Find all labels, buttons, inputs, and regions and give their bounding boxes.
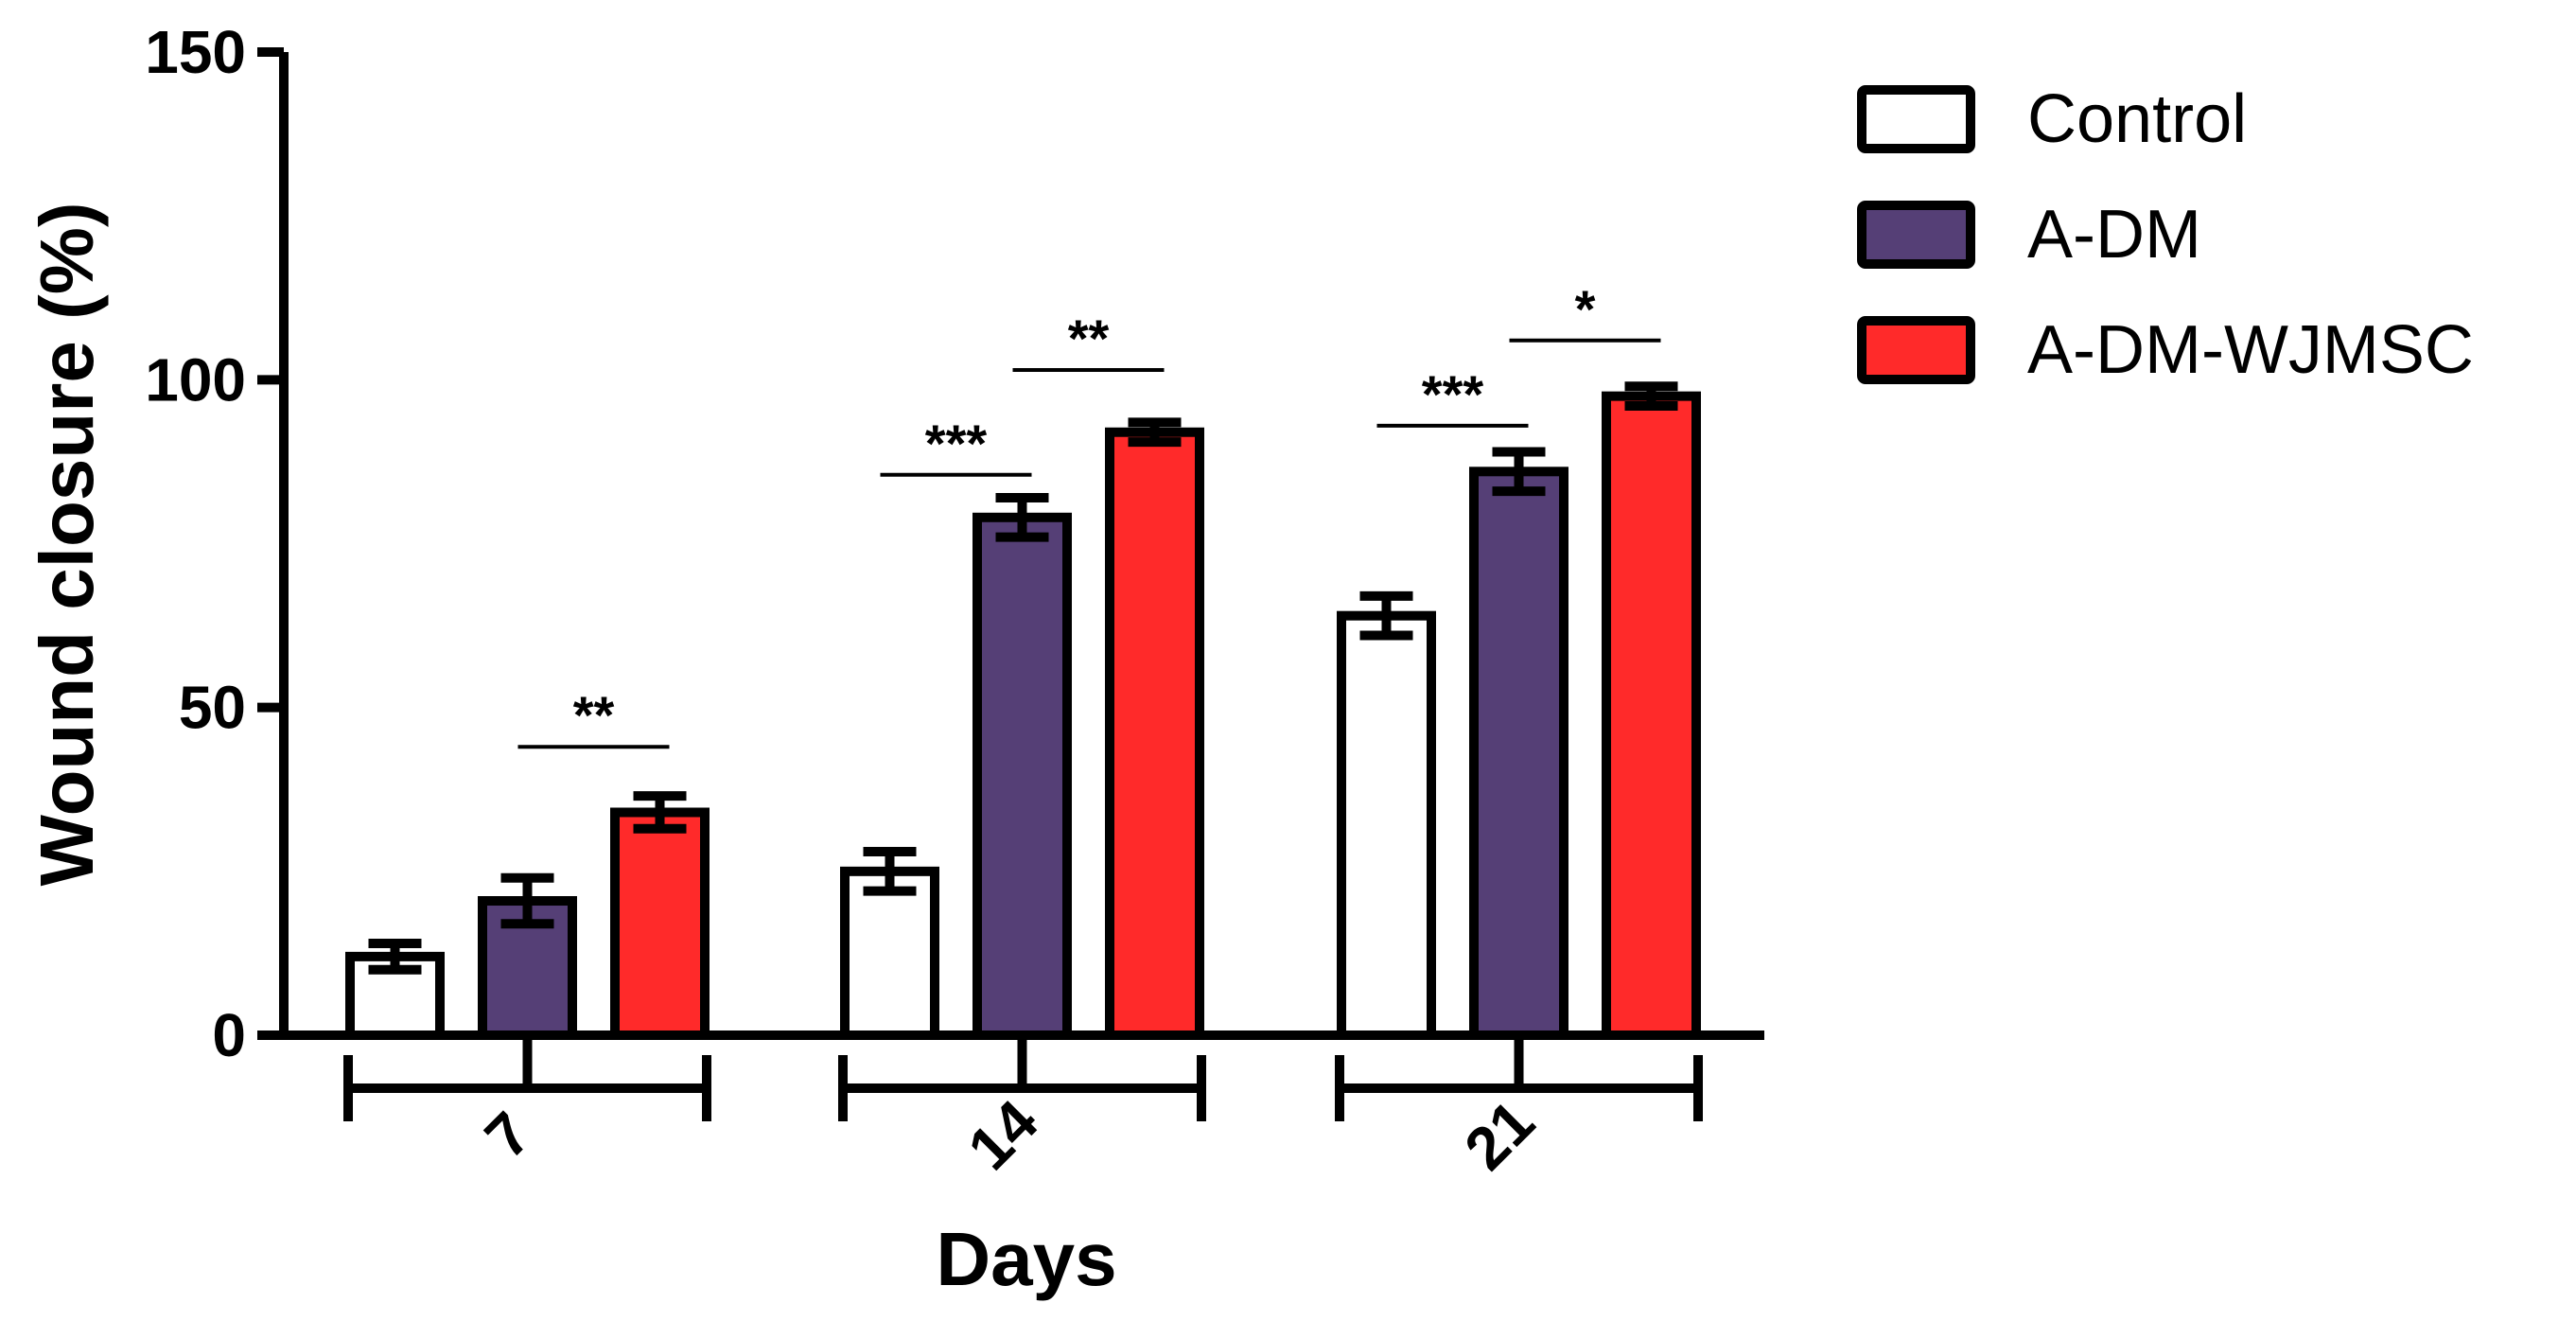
y-tick-label-0: 0 — [212, 1001, 246, 1069]
x-tick-label-day-7: 7 — [472, 1099, 544, 1171]
significance-label-4: * — [1575, 279, 1596, 339]
y-tick-label-150: 150 — [145, 18, 246, 86]
legend-label-a-dm-wjmsc: A-DM-WJMSC — [2027, 312, 2474, 388]
x-tick-label-day-14: 14 — [955, 1087, 1051, 1184]
bars-group — [345, 381, 1701, 1041]
x-axis-title: Days — [936, 1217, 1116, 1301]
significance-label-1: *** — [925, 414, 988, 473]
bar-control-day-14 — [840, 866, 939, 1040]
bar-a-dm-wjmsc-day-21 — [1602, 391, 1701, 1040]
legend-label-a-dm: A-DM — [2027, 197, 2201, 273]
x-tick-label-day-21: 21 — [1451, 1087, 1547, 1183]
legend: Control A-DM A-DM-WJMSC — [1857, 81, 2474, 388]
significance-group: *********** — [517, 279, 1661, 749]
significance-label-3: *** — [1422, 364, 1484, 424]
y-tick-label-100: 100 — [145, 345, 246, 414]
significance-label-0: ** — [573, 685, 615, 745]
bar-a-dm-wjmsc-day-7 — [610, 807, 710, 1041]
bar-a-dm-wjmsc-day-14 — [1105, 427, 1204, 1041]
legend-swatch-a-dm-wjmsc — [1857, 316, 1975, 384]
legend-label-control: Control — [2027, 81, 2247, 157]
y-tick-label-50: 50 — [179, 674, 246, 742]
bar-control-day-21 — [1337, 610, 1436, 1041]
bar-a-dm-day-14 — [973, 512, 1072, 1040]
bar-a-dm-day-21 — [1469, 467, 1568, 1041]
significance-label-2: ** — [1068, 308, 1110, 368]
y-axis-title: Wound closure (%) — [25, 203, 109, 887]
legend-swatch-a-dm — [1857, 201, 1975, 269]
legend-swatch-control — [1857, 85, 1975, 153]
